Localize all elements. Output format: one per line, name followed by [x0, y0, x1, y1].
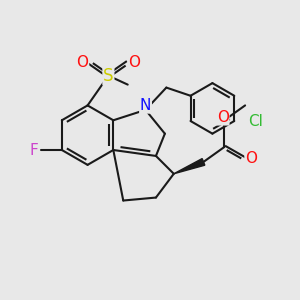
Text: N: N [140, 98, 151, 113]
Text: F: F [29, 142, 38, 158]
Text: Cl: Cl [248, 113, 262, 128]
Text: O: O [217, 110, 229, 125]
Polygon shape [174, 159, 205, 174]
Text: O: O [76, 55, 88, 70]
Text: S: S [103, 67, 114, 85]
Text: O: O [128, 55, 140, 70]
Text: O: O [245, 152, 257, 166]
